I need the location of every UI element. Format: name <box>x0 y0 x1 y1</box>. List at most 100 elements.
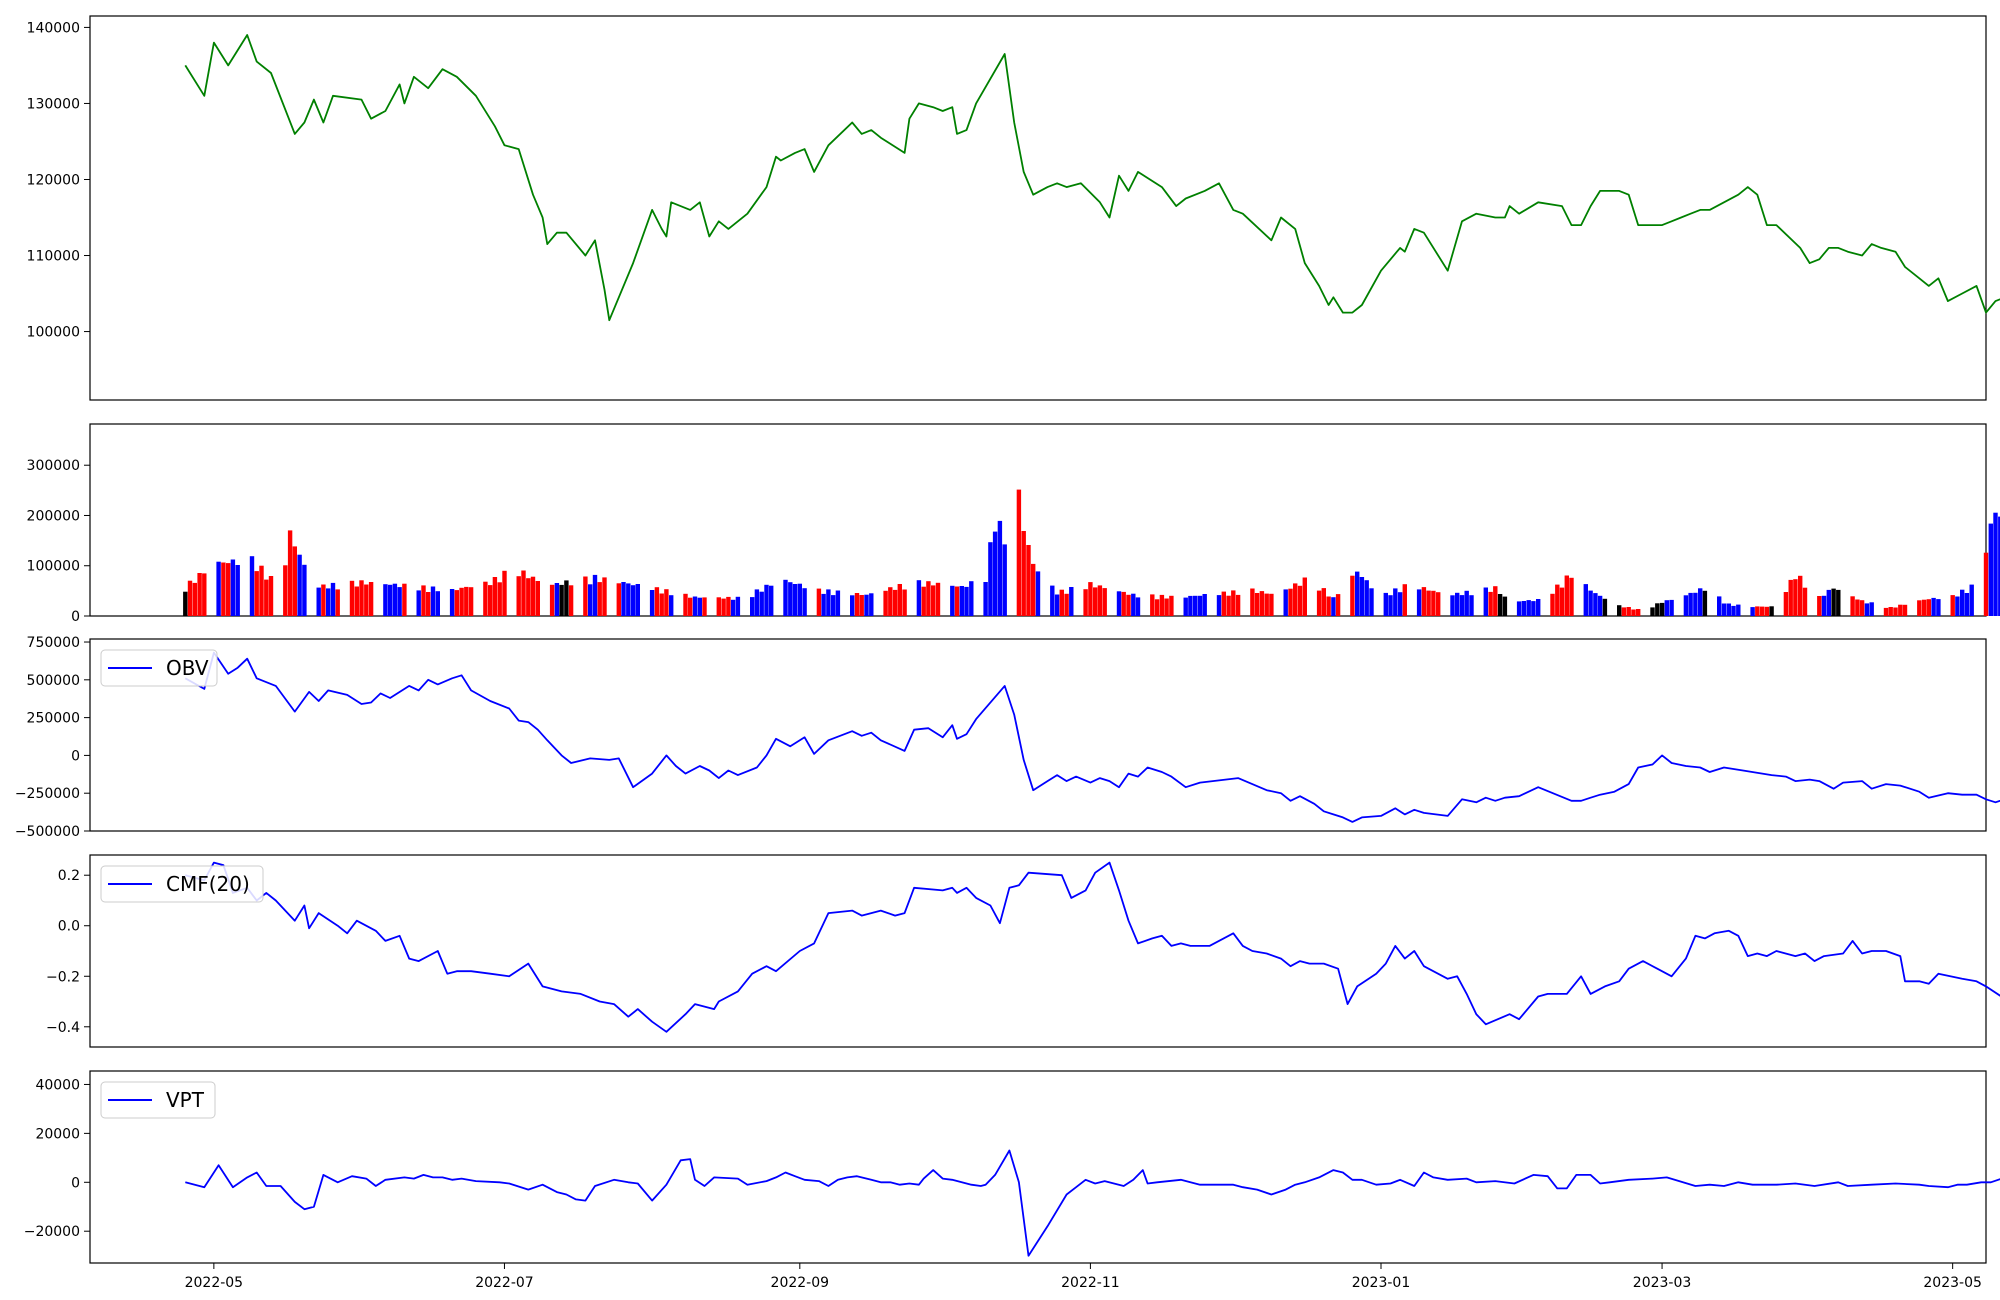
obv-y-tick-label: 250000 <box>27 711 80 727</box>
volume-bar <box>592 574 598 616</box>
volume-bar <box>1350 575 1355 616</box>
obv-y-tick-label: 750000 <box>27 635 80 651</box>
volume-y-tick-label: 200000 <box>27 508 80 524</box>
volume-bar <box>235 565 240 616</box>
volume-bar <box>1783 592 1789 616</box>
volume-bar <box>1369 588 1374 616</box>
volume-bar <box>1993 512 1998 616</box>
volume-bar <box>564 580 569 616</box>
vpt-y-tick-label: −20000 <box>24 1224 80 1240</box>
volume-bar <box>649 590 655 616</box>
volume-bar <box>1121 591 1126 616</box>
volume-bar <box>716 597 721 616</box>
volume-bar <box>497 582 502 616</box>
x-tick-label: 2022-09 <box>771 1275 830 1291</box>
volume-bar <box>1397 592 1403 616</box>
volume-bar <box>1636 609 1641 616</box>
volume-bar <box>1393 588 1398 616</box>
cmf-y-tick-label: 0.0 <box>58 919 80 935</box>
vpt-legend-label: VPT <box>166 1088 205 1112</box>
volume-bar <box>1416 589 1422 616</box>
volume-bar <box>359 580 364 616</box>
volume-bar <box>888 587 893 616</box>
volume-bar <box>1883 607 1889 616</box>
volume-bar <box>916 580 922 616</box>
volume-bar <box>954 586 960 616</box>
volume-bar <box>1002 544 1007 616</box>
cmf-panel: −0.4 −0.2 0.0 0.2 CMF(20) <box>46 854 2000 1048</box>
volume-bar <box>1769 606 1774 616</box>
volume-bar <box>1593 593 1598 616</box>
volume-y-axis: 0 100000 200000 300000 <box>27 458 90 625</box>
volume-bar <box>1726 603 1731 616</box>
vpt-series <box>185 1149 2000 1257</box>
volume-bar <box>1583 584 1588 616</box>
volume-bar <box>1455 592 1460 616</box>
volume-bar <box>1502 596 1508 616</box>
cmf-legend-box <box>100 865 264 903</box>
volume-bar <box>583 576 588 616</box>
volume-bar <box>1102 588 1107 616</box>
volume-bar <box>1798 575 1803 616</box>
volume-y-tick-label: 300000 <box>27 458 80 474</box>
volume-bar <box>683 593 688 616</box>
volume-bar <box>1955 596 1960 616</box>
volume-bar <box>859 595 864 616</box>
volume-bar <box>1683 595 1689 616</box>
volume-bar <box>1788 579 1793 616</box>
volume-bar <box>883 590 888 616</box>
volume-bar <box>1064 593 1069 616</box>
volume-bar <box>1150 594 1155 616</box>
volume-bar <box>1135 597 1141 616</box>
volume-bar <box>1169 595 1174 616</box>
obv-y-tick-label: −250000 <box>15 786 80 802</box>
volume-bar <box>202 573 207 616</box>
vpt-y-tick-label: 0 <box>71 1175 80 1191</box>
obv-legend-box <box>100 649 218 687</box>
x-tick-label: 2022-07 <box>475 1275 534 1291</box>
vpt-axes-frame <box>89 1070 1987 1264</box>
volume-bar <box>726 596 731 616</box>
volume-bar <box>1464 590 1469 616</box>
volume-bar <box>1817 596 1822 616</box>
volume-bar <box>330 582 336 616</box>
volume-bar <box>788 582 793 616</box>
volume-bar <box>221 562 226 616</box>
volume-bar <box>1669 599 1674 616</box>
volume-bar <box>1821 595 1827 616</box>
volume-bar <box>1536 599 1541 616</box>
volume-bar <box>1850 596 1855 616</box>
volume-bar <box>1488 591 1493 616</box>
volume-bar <box>750 597 755 616</box>
volume-bar <box>364 584 369 616</box>
volume-bar <box>1631 609 1636 616</box>
volume-bar <box>935 582 941 616</box>
volume-bar <box>1617 605 1622 616</box>
volume-bar <box>254 571 259 616</box>
volume-bar <box>454 590 459 616</box>
volume-bar <box>1283 589 1288 616</box>
volume-bar <box>1188 595 1193 616</box>
volume-bar <box>602 577 607 616</box>
volume-bar <box>187 580 193 616</box>
volume-bar <box>1436 592 1441 616</box>
vpt-y-tick-label: 20000 <box>35 1126 80 1142</box>
volume-bar <box>769 585 774 616</box>
volume-bar <box>792 584 798 616</box>
volume-bar <box>1964 593 1970 616</box>
volume-bar <box>797 583 802 616</box>
volume-bar <box>1936 599 1941 616</box>
volume-bar <box>1016 489 1022 616</box>
volume-bar <box>516 576 521 616</box>
volume-bar <box>468 587 474 616</box>
volume-bar <box>621 582 626 616</box>
volume-bars <box>183 489 2000 616</box>
volume-bar <box>226 563 231 616</box>
volume-y-tick-label: 100000 <box>27 559 80 575</box>
volume-bar <box>630 585 636 616</box>
volume-bar <box>1083 589 1088 616</box>
volume-bar <box>568 585 574 616</box>
volume-bar <box>759 591 764 616</box>
volume-bar <box>1831 588 1836 616</box>
